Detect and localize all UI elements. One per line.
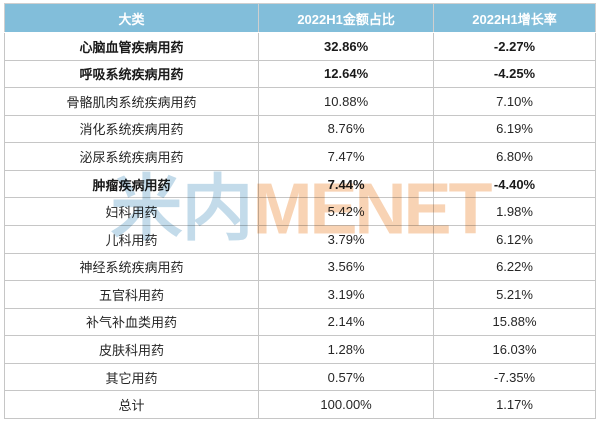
category-cell: 神经系统疾病用药 (3, 252, 260, 282)
category-cell: 泌尿系统疾病用药 (3, 142, 260, 171)
table-row: 五官科用药 3.19% 5.21% (3, 280, 596, 309)
table-row: 呼吸系统疾病用药 12.64% -4.25% (3, 59, 596, 89)
category-share-growth-table: 大类 2022H1金额占比 2022H1增长率 心脑血管疾病用药 32.86% -2… (3, 3, 596, 419)
share-cell: 3.56% (258, 252, 435, 282)
table-row: 骨骼肌肉系统疾病用药 10.88% 7.10% (3, 87, 596, 116)
growth-cell: 7.10% (433, 87, 596, 116)
growth-cell: 6.22% (433, 252, 596, 282)
header-row: 大类 2022H1金额占比 2022H1增长率 (3, 3, 596, 33)
growth-cell: 6.80% (433, 142, 596, 171)
share-cell: 12.64% (258, 59, 435, 89)
table-row: 心脑血管疾病用药 32.86% -2.27% (3, 32, 596, 61)
category-cell: 妇科用药 (3, 197, 260, 226)
growth-cell: -7.35% (433, 362, 596, 392)
share-cell: 1.28% (258, 335, 435, 364)
category-cell: 皮肤科用药 (3, 335, 260, 364)
growth-cell: 1.98% (433, 197, 596, 226)
growth-cell: -2.27% (433, 32, 596, 61)
category-cell: 肿瘤疾病用药 (3, 169, 260, 199)
category-cell: 消化系统疾病用药 (3, 114, 260, 144)
share-cell: 7.44% (258, 169, 435, 199)
table-row: 神经系统疾病用药 3.56% 6.22% (3, 252, 596, 282)
growth-cell: 15.88% (433, 307, 596, 337)
share-cell: 2.14% (258, 307, 435, 337)
growth-cell: -4.25% (433, 59, 596, 89)
category-cell: 骨骼肌肉系统疾病用药 (3, 87, 260, 116)
table-row: 总计 100.00% 1.17% (3, 390, 596, 419)
share-cell: 3.79% (258, 224, 435, 254)
table-row: 其它用药 0.57% -7.35% (3, 362, 596, 392)
growth-cell: 16.03% (433, 335, 596, 364)
share-cell: 100.00% (258, 390, 435, 419)
share-cell: 32.86% (258, 32, 435, 61)
share-cell: 5.42% (258, 197, 435, 226)
category-cell: 五官科用药 (3, 280, 260, 309)
column-header-growth: 2022H1增长率 (433, 3, 596, 33)
growth-cell: 6.19% (433, 114, 596, 144)
column-header-share: 2022H1金额占比 (258, 3, 435, 33)
share-cell: 10.88% (258, 87, 435, 116)
table-body: 心脑血管疾病用药 32.86% -2.27% 呼吸系统疾病用药 12.64% -4.25%… (3, 32, 596, 419)
growth-cell: 6.12% (433, 224, 596, 254)
category-cell: 呼吸系统疾病用药 (3, 59, 260, 89)
growth-cell: -4.40% (433, 169, 596, 199)
growth-cell: 5.21% (433, 280, 596, 309)
table-header: 大类 2022H1金额占比 2022H1增长率 (3, 3, 596, 33)
share-cell: 3.19% (258, 280, 435, 309)
column-header-category: 大类 (3, 3, 260, 33)
table-row: 泌尿系统疾病用药 7.47% 6.80% (3, 142, 596, 171)
share-cell: 0.57% (258, 362, 435, 392)
table-row: 肿瘤疾病用药 7.44% -4.40% (3, 169, 596, 199)
table-row: 消化系统疾病用药 8.76% 6.19% (3, 114, 596, 144)
category-cell: 其它用药 (3, 362, 260, 392)
category-cell: 心脑血管疾病用药 (3, 32, 260, 61)
growth-cell: 1.17% (433, 390, 596, 419)
category-cell: 儿科用药 (3, 224, 260, 254)
share-cell: 8.76% (258, 114, 435, 144)
table-row: 补气补血类用药 2.14% 15.88% (3, 307, 596, 337)
category-cell: 总计 (3, 390, 260, 419)
share-cell: 7.47% (258, 142, 435, 171)
table-row: 妇科用药 5.42% 1.98% (3, 197, 596, 226)
table-row: 儿科用药 3.79% 6.12% (3, 224, 596, 254)
category-cell: 补气补血类用药 (3, 307, 260, 337)
table-row: 皮肤科用药 1.28% 16.03% (3, 335, 596, 364)
